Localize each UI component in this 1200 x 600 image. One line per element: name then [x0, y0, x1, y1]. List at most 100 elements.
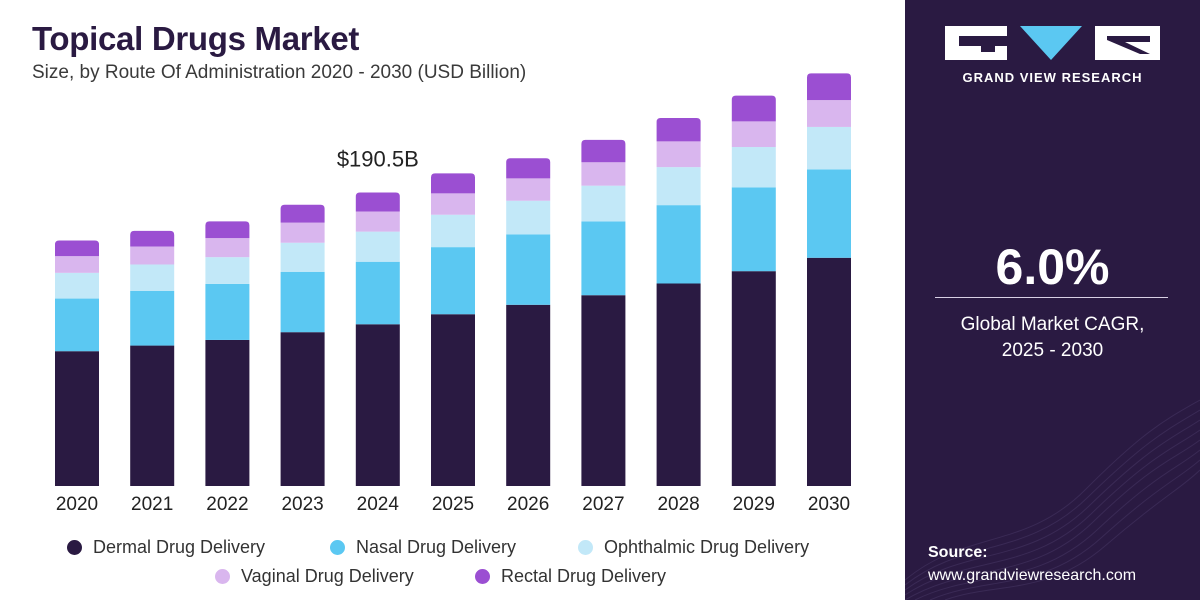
bar-segment-2030-nasal — [807, 169, 851, 258]
x-tick-2029: 2029 — [733, 494, 775, 515]
legend-label-dermal: Dermal Drug Delivery — [93, 537, 266, 557]
bar-segment-2023-vaginal — [280, 222, 325, 243]
cagr-label: Global Market CAGR, 2025 - 2030 — [935, 312, 1170, 364]
bar-stack-2025 — [431, 173, 475, 486]
legend-label-ophthalmic: Ophthalmic Drug Delivery — [604, 537, 810, 557]
bar-segment-2024-nasal — [355, 261, 400, 325]
bar-segment-2023-nasal — [280, 271, 325, 333]
bar-segment-2028-vaginal — [656, 141, 701, 168]
bar-stack-2027 — [581, 139, 626, 486]
bar-stack-2030 — [807, 73, 851, 486]
bar-segment-2030-ophthalmic — [807, 126, 851, 170]
bar-segment-2025-nasal — [431, 247, 475, 315]
bar-segment-2024-ophthalmic — [355, 231, 400, 262]
decorative-wave-pattern — [905, 399, 1200, 600]
x-tick-2028: 2028 — [657, 494, 699, 515]
chart-title: Topical Drugs Market — [32, 20, 360, 57]
stacked-bar-chart: 2020 2021 2022 2023 2024 2025 2026 2027 2028 2029… — [55, 73, 851, 515]
bar-segment-2024-dermal — [355, 324, 400, 486]
bar-segment-2025-rectal — [431, 173, 475, 194]
bar-segment-2029-rectal — [731, 95, 776, 122]
bar-segment-2021-nasal — [130, 290, 175, 346]
source-label: Source: — [928, 544, 988, 561]
bar-segment-2020-vaginal — [55, 256, 99, 273]
bar-segment-2021-vaginal — [130, 246, 175, 265]
chart-panel: Topical Drugs Market Size, by Route Of A… — [32, 20, 851, 587]
cagr-divider — [935, 297, 1168, 298]
bar-segment-2029-ophthalmic — [731, 147, 776, 188]
bar-segment-2030-dermal — [807, 257, 851, 486]
bar-segment-2024-rectal — [355, 192, 400, 212]
bar-segment-2022-vaginal — [205, 238, 250, 258]
grand-view-research-logo — [945, 26, 1160, 60]
source-url[interactable]: www.grandviewresearch.com — [928, 567, 1137, 584]
cagr-value: 6.0% — [995, 239, 1110, 295]
bar-segment-2028-dermal — [656, 283, 701, 486]
bar-segment-2020-nasal — [55, 298, 99, 352]
x-tick-2025: 2025 — [432, 494, 474, 515]
bar-stack-2029 — [731, 95, 776, 486]
bar-segment-2023-dermal — [280, 332, 325, 486]
bar-segment-2030-rectal — [807, 73, 851, 101]
bar-segment-2020-rectal — [55, 240, 99, 257]
bar-stack-2024 — [355, 192, 400, 486]
x-tick-2020: 2020 — [56, 494, 98, 515]
bar-segment-2023-ophthalmic — [280, 242, 325, 272]
legend-dot-ophthalmic — [578, 540, 593, 555]
legend-item-dermal: Dermal Drug Delivery — [67, 537, 265, 558]
x-tick-2023: 2023 — [281, 494, 323, 515]
bar-stack-2021 — [130, 230, 175, 486]
bar-segment-2027-dermal — [581, 295, 626, 486]
bar-segment-2029-vaginal — [731, 121, 776, 148]
legend-item-nasal: Nasal Drug Delivery — [330, 537, 516, 558]
bar-segment-2027-ophthalmic — [581, 185, 626, 222]
cagr-label-line2: 2025 - 2030 — [1001, 340, 1104, 361]
bar-segment-2020-dermal — [55, 351, 99, 486]
bar-segment-2027-vaginal — [581, 162, 626, 186]
bar-segment-2030-vaginal — [807, 100, 851, 127]
bar-segment-2026-vaginal — [506, 178, 551, 201]
bar-segment-2022-rectal — [205, 221, 250, 239]
legend-label-rectal: Rectal Drug Delivery — [501, 566, 667, 586]
bar-segment-2024-vaginal — [355, 211, 400, 232]
x-tick-2030: 2030 — [808, 494, 850, 515]
legend-dot-vaginal — [215, 569, 230, 584]
bar-segment-2025-vaginal — [431, 193, 475, 215]
bar-segment-2021-rectal — [130, 230, 175, 247]
bar-stack-2022 — [205, 221, 250, 486]
bar-stack-2028 — [656, 117, 701, 486]
legend-dot-dermal — [67, 540, 82, 555]
bar-segment-2022-ophthalmic — [205, 257, 250, 284]
x-tick-2024: 2024 — [357, 494, 400, 515]
legend-item-rectal: Rectal Drug Delivery — [475, 566, 666, 587]
bar-segment-2025-ophthalmic — [431, 214, 475, 248]
cagr-label-line1: Global Market CAGR, — [960, 314, 1145, 335]
bar-segment-2026-rectal — [506, 158, 551, 179]
legend-dot-nasal — [330, 540, 345, 555]
bar-segment-2022-dermal — [205, 339, 250, 486]
legend-dot-rectal — [475, 569, 490, 584]
legend-item-vaginal: Vaginal Drug Delivery — [215, 566, 414, 587]
chart-subtitle: Size, by Route Of Administration 2020 - … — [32, 62, 527, 83]
legend-item-ophthalmic: Ophthalmic Drug Delivery — [578, 537, 809, 558]
bar-segment-2028-ophthalmic — [656, 167, 701, 206]
x-tick-2022: 2022 — [206, 494, 248, 515]
bar-segment-2026-ophthalmic — [506, 200, 551, 235]
sidebar-panel: GRAND VIEW RESEARCH 6.0% Global Market C… — [905, 0, 1200, 600]
bar-segment-2026-dermal — [506, 304, 551, 486]
bar-stack-2023 — [280, 204, 325, 486]
annotation-2024-total: $190.5B — [337, 147, 419, 172]
bar-stack-2026 — [506, 158, 551, 486]
bar-stack-2020 — [55, 240, 99, 486]
bar-segment-2020-ophthalmic — [55, 272, 99, 299]
x-tick-2027: 2027 — [582, 494, 624, 515]
bar-segment-2029-nasal — [731, 187, 776, 272]
legend-label-nasal: Nasal Drug Delivery — [356, 537, 517, 557]
bar-segment-2029-dermal — [731, 271, 776, 486]
bar-segment-2021-dermal — [130, 345, 175, 486]
bar-segment-2027-nasal — [581, 221, 626, 296]
x-tick-2021: 2021 — [131, 494, 173, 515]
bar-segment-2028-rectal — [656, 117, 701, 142]
bar-segment-2023-rectal — [280, 204, 325, 223]
x-tick-2026: 2026 — [507, 494, 549, 515]
